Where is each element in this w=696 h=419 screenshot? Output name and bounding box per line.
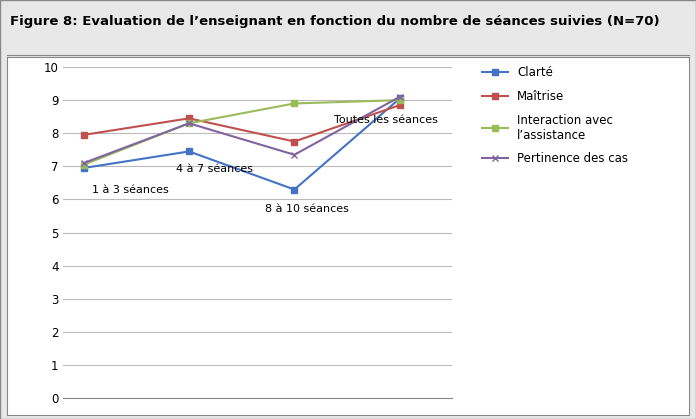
Clarté: [79, 166, 88, 171]
Maîtrise: [79, 132, 88, 137]
Line: Pertinence des cas: Pertinence des cas: [80, 93, 403, 166]
Pertinence des cas: [79, 160, 88, 166]
Clarté: [290, 187, 299, 192]
Interaction avec
l’assistance: [79, 162, 88, 167]
Maîtrise: [395, 103, 404, 108]
Interaction avec
l’assistance: [395, 98, 404, 103]
Text: 4 à 7 séances: 4 à 7 séances: [176, 164, 253, 174]
Legend: Clarté, Maîtrise, Interaction avec
l’assistance, Pertinence des cas: Clarté, Maîtrise, Interaction avec l’ass…: [482, 66, 628, 165]
Line: Interaction avec
l’assistance: Interaction avec l’assistance: [80, 97, 403, 168]
Clarté: [395, 96, 404, 101]
Text: Figure 8: Evaluation de l’enseignant en fonction du nombre de séances suivies (N: Figure 8: Evaluation de l’enseignant en …: [10, 15, 660, 28]
Clarté: [185, 149, 193, 154]
Maîtrise: [290, 139, 299, 144]
Pertinence des cas: [290, 152, 299, 157]
Text: Toutes les séances: Toutes les séances: [334, 115, 438, 125]
Line: Maîtrise: Maîtrise: [80, 102, 403, 145]
Interaction avec
l’assistance: [290, 101, 299, 106]
Interaction avec
l’assistance: [185, 121, 193, 126]
Pertinence des cas: [185, 121, 193, 126]
Line: Clarté: Clarté: [80, 95, 403, 193]
Pertinence des cas: [395, 94, 404, 99]
Maîtrise: [185, 116, 193, 121]
Text: 1 à 3 séances: 1 à 3 séances: [92, 184, 169, 194]
Text: 8 à 10 séances: 8 à 10 séances: [265, 204, 349, 215]
